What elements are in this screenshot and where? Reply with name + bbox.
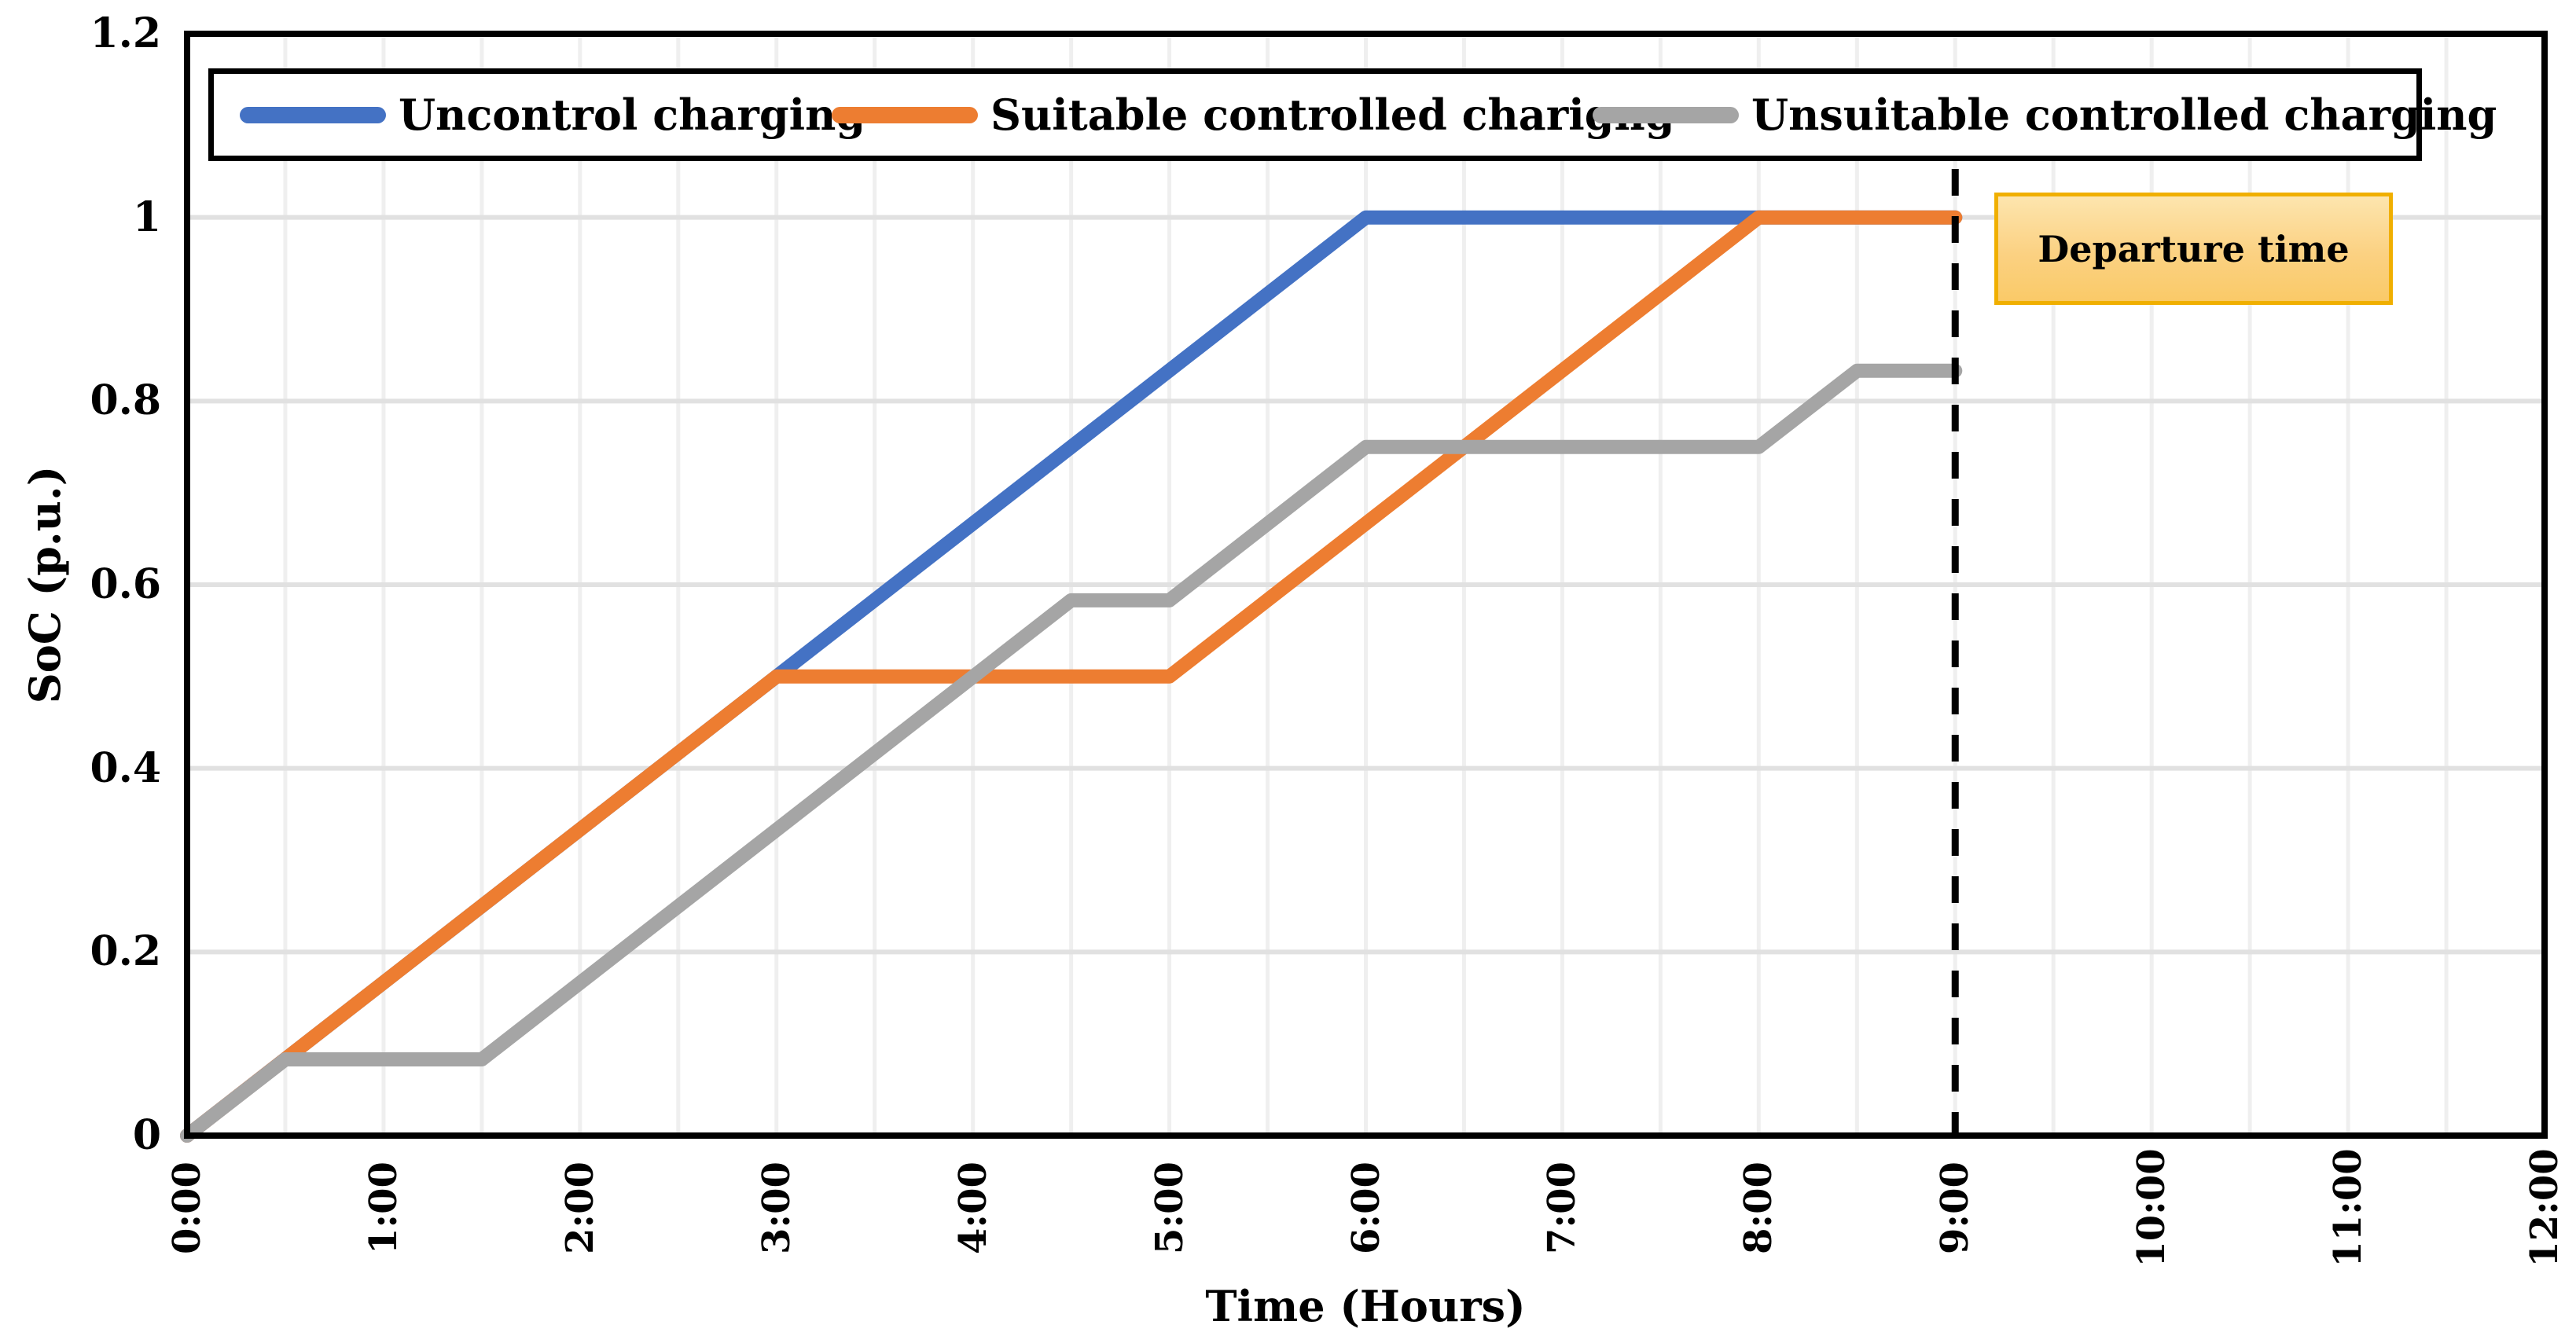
legend-entry: Suitable controlled charigng [832, 74, 1675, 156]
departure-time-annotation: Departure time [1994, 193, 2393, 305]
x-tick-label: 0:00 [165, 1162, 209, 1254]
x-tick-label: 6:00 [1343, 1162, 1388, 1254]
legend-line-swatch [832, 106, 978, 123]
x-tick-label: 2:00 [557, 1162, 602, 1254]
legend-line-swatch [240, 106, 386, 123]
y-tick-label: 1.2 [90, 9, 161, 57]
x-tick-label: 3:00 [754, 1162, 799, 1254]
y-tick-label: 1 [132, 193, 161, 241]
x-tick-label: 7:00 [1540, 1162, 1585, 1254]
x-tick-label: 9:00 [1933, 1162, 1978, 1254]
legend-label: Unsuitable controlled charging [1751, 90, 2497, 140]
legend-label: Uncontrol charging [399, 90, 866, 140]
departure-time-label: Departure time [2038, 227, 2350, 270]
series-line [180, 363, 1963, 1143]
y-tick-label: 0 [132, 1111, 161, 1159]
series-line [180, 210, 1963, 1143]
y-tick-label: 0.6 [90, 560, 161, 608]
plot-border [184, 31, 2548, 1139]
legend-line-swatch [1593, 106, 1739, 123]
y-tick-label: 0.4 [90, 743, 161, 792]
x-axis-title: Time (Hours) [1205, 1281, 1526, 1331]
legend-entry: Uncontrol charging [240, 74, 865, 156]
legend-entry: Unsuitable controlled charging [1593, 74, 2497, 156]
chart-legend: Uncontrol charging Suitable controlled ch… [208, 68, 2497, 161]
x-tick-label: 12:00 [2523, 1148, 2567, 1268]
x-tick-label: 10:00 [2130, 1148, 2174, 1268]
legend-label: Suitable controlled charigng [990, 90, 1675, 140]
x-tick-label: 5:00 [1147, 1162, 1192, 1254]
x-tick-label: 8:00 [1736, 1162, 1781, 1254]
x-tick-label: 4:00 [950, 1162, 995, 1254]
x-tick-label: 1:00 [361, 1162, 406, 1254]
x-tick-label: 11:00 [2326, 1148, 2371, 1268]
y-tick-label: 0.8 [90, 376, 161, 425]
y-tick-label: 0.2 [90, 927, 161, 976]
